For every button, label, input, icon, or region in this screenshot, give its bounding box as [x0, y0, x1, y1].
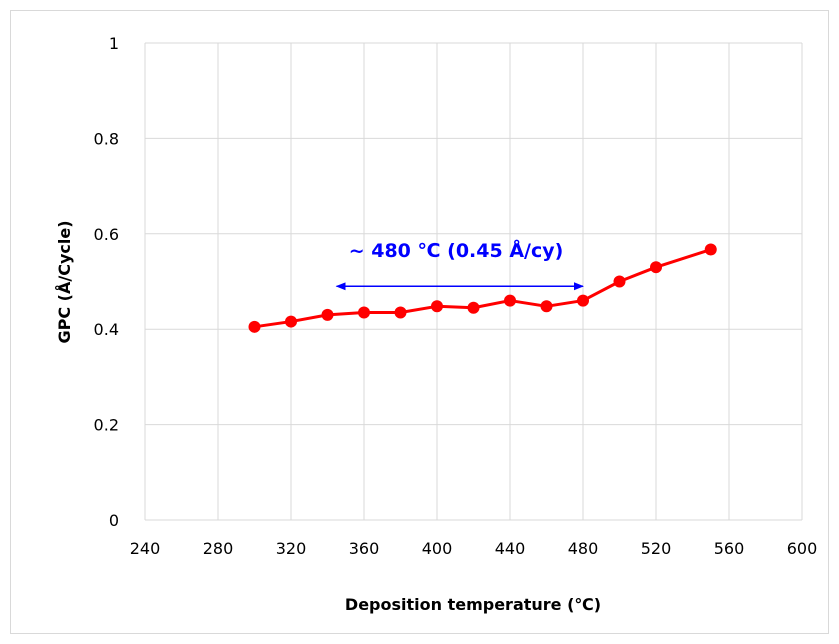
y-tick-label: 1 — [109, 34, 119, 53]
y-tick-label: 0.2 — [94, 416, 119, 435]
plot-area — [248, 243, 717, 333]
x-tick-label: 520 — [641, 539, 672, 558]
x-tick-label: 600 — [787, 539, 818, 558]
y-tick-label: 0.4 — [94, 320, 119, 339]
x-tick-label: 400 — [422, 539, 453, 558]
x-tick-label: 480 — [568, 539, 599, 558]
x-tick-label: 280 — [203, 539, 234, 558]
x-tick-label: 320 — [276, 539, 307, 558]
data-point — [504, 294, 516, 307]
grid-lines — [144, 42, 803, 521]
data-point — [358, 306, 370, 319]
x-tick-label: 360 — [349, 539, 380, 558]
data-point — [540, 300, 553, 313]
y-tick-label: 0 — [109, 511, 119, 530]
data-point — [650, 261, 662, 274]
x-tick-label: 560 — [714, 539, 745, 558]
data-point — [577, 294, 589, 307]
y-axis-title: GPC (Å/Cycle) — [55, 220, 74, 343]
data-point — [467, 301, 480, 314]
x-axis-title: Deposition temperature (℃) — [345, 595, 601, 614]
chart-frame — [10, 10, 829, 634]
x-tick-label: 440 — [495, 539, 526, 558]
data-point — [394, 306, 407, 319]
annotation-label: ~ 480 ℃ (0.45 Å/cy) — [349, 238, 564, 262]
y-tick-label: 0.6 — [94, 225, 119, 244]
y-tick-label: 0.8 — [94, 129, 119, 148]
data-point — [613, 275, 626, 288]
tick-labels: 240 280 320 360 400 440 480 520 560 600 0 0.2 0.4 0.6… — [94, 34, 818, 558]
data-point — [248, 320, 261, 333]
data-point — [285, 315, 297, 328]
data-point — [321, 308, 334, 321]
x-tick-label: 240 — [130, 539, 161, 558]
data-point — [431, 300, 443, 313]
data-point — [704, 243, 717, 256]
